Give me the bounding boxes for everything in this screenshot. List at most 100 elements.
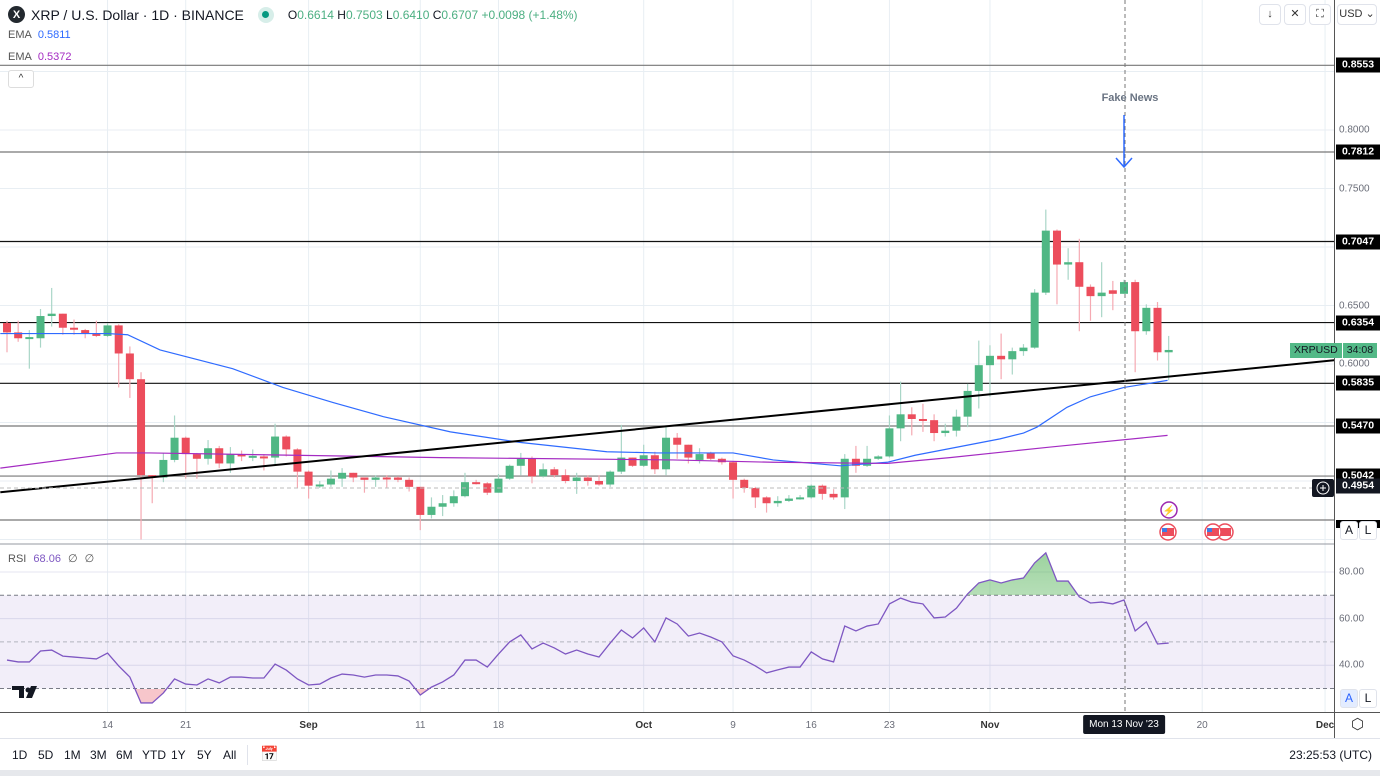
divider <box>247 745 248 765</box>
price-level-badge[interactable]: 0.5835 <box>1336 375 1380 391</box>
rsi-overbought-fill <box>966 552 1078 595</box>
candle-body <box>338 472 347 479</box>
candle-body <box>427 506 436 515</box>
candle-body <box>550 469 559 476</box>
bottom-strip <box>0 770 1380 776</box>
lightning-event-icon[interactable]: ⚡ <box>1160 501 1178 519</box>
time-axis[interactable]: 14 21 Sep 11 18 Oct 9 16 23 Nov 20 Dec Mon 13 Nov '2… <box>0 712 1334 738</box>
high-value: 0.7503 <box>345 7 383 22</box>
price-level-badge[interactable]: 0.7812 <box>1336 144 1380 160</box>
rsi-legend[interactable]: RSI 68.06 ∅ ∅ <box>8 552 94 565</box>
currency-dropdown[interactable]: USD ⌄ <box>1337 4 1377 25</box>
download-button[interactable]: ↓ <box>1259 4 1281 25</box>
candle-body <box>170 437 179 460</box>
time-tick-label: 16 <box>805 720 817 731</box>
candle <box>1164 335 1173 381</box>
candle-body <box>3 323 11 333</box>
arrow-down-icon[interactable] <box>1115 115 1133 169</box>
candle-body <box>762 497 771 504</box>
rsi-auto-scale-button[interactable]: A <box>1340 689 1358 708</box>
candle-body <box>36 316 45 339</box>
ema-slow-line[interactable] <box>0 434 1168 469</box>
price-level-badge[interactable]: 0.5470 <box>1336 418 1380 434</box>
auto-scale-button[interactable]: A <box>1340 521 1358 540</box>
market-status-icon[interactable] <box>257 6 274 23</box>
fake-news-annotation[interactable]: Fake News <box>1102 92 1159 104</box>
calendar-goto-icon[interactable]: 📅 <box>260 746 279 763</box>
range-button-1d[interactable]: 1D <box>12 748 28 762</box>
candle <box>796 495 805 500</box>
candle-body <box>1120 282 1128 294</box>
candle-body <box>1008 351 1017 360</box>
range-button-all[interactable]: All <box>223 748 237 762</box>
log-scale-button[interactable]: L <box>1359 521 1377 540</box>
candle <box>918 403 927 432</box>
range-button-1y[interactable]: 1Y <box>171 748 186 762</box>
xrp-logo-icon: X <box>8 6 25 23</box>
change-value: +0.0098 (+1.48%) <box>481 7 578 22</box>
rsi-extra: ∅ <box>68 553 78 565</box>
time-tick-label: Oct <box>635 720 653 731</box>
candle-body <box>1030 292 1039 348</box>
us-flag-event-icon[interactable] <box>1204 523 1222 541</box>
ema-legend-slow[interactable]: EMA 0.5372 <box>8 51 72 63</box>
clock[interactable]: 23:25:53 (UTC) <box>1289 748 1372 762</box>
candle-body <box>449 496 458 504</box>
fullscreen-button[interactable]: ⛶ <box>1309 4 1331 25</box>
price-tick-label: 0.7500 <box>1339 183 1370 194</box>
candle <box>505 464 514 480</box>
price-chart[interactable]: Fake News ⚡ <box>0 0 1334 712</box>
last-price-label: XRPUSD 34:08 <box>1290 342 1378 358</box>
candle-body <box>393 477 402 480</box>
time-tick-label: 11 <box>415 720 426 731</box>
candle <box>70 319 79 335</box>
candle-body <box>1108 290 1117 294</box>
settings-gear-icon[interactable]: ⬡ <box>1334 712 1380 738</box>
tradingview-logo[interactable] <box>12 686 37 698</box>
collapse-button[interactable]: ✕ <box>1284 4 1306 25</box>
candle <box>371 475 380 487</box>
price-tick-label: 0.6500 <box>1339 300 1370 311</box>
ema-label: EMA <box>8 51 32 63</box>
candle <box>472 479 481 485</box>
trendline[interactable] <box>0 359 1334 494</box>
candle <box>449 490 458 507</box>
candle-body <box>438 503 447 507</box>
candle-body <box>650 455 659 470</box>
candle <box>3 320 11 353</box>
candle <box>259 454 268 471</box>
price-level-badge[interactable]: 0.8553 <box>1336 57 1380 73</box>
price-level-badge[interactable]: 0.7047 <box>1336 234 1380 249</box>
time-tick-label: 18 <box>492 720 505 731</box>
candle-body <box>840 458 849 498</box>
range-button-1m[interactable]: 1M <box>64 748 81 762</box>
candle <box>1041 209 1050 295</box>
ema-fast-line[interactable] <box>0 332 1168 467</box>
candle-body <box>237 454 246 457</box>
candle <box>539 463 548 478</box>
candle <box>204 440 213 465</box>
symbol-legend: X XRP / U.S. Dollar · 1D · BINANCE O0.66… <box>8 6 578 23</box>
range-button-6m[interactable]: 6M <box>116 748 133 762</box>
rsi-line[interactable] <box>6 551 1169 704</box>
candle-body <box>930 420 939 434</box>
us-flag-event-icon[interactable] <box>1159 523 1177 541</box>
crosshair-add-icon[interactable] <box>1312 479 1334 497</box>
collapse-legend-button[interactable]: ^ <box>8 70 34 88</box>
symbol-title[interactable]: XRP / U.S. Dollar · 1D · BINANCE <box>31 6 244 23</box>
rsi-log-scale-button[interactable]: L <box>1359 689 1377 708</box>
candle-body <box>416 486 425 515</box>
candle <box>952 409 961 437</box>
candle <box>293 448 302 489</box>
candle-body <box>985 355 994 366</box>
range-button-5d[interactable]: 5D <box>38 748 54 762</box>
candle-body <box>740 479 749 489</box>
candle <box>896 381 905 442</box>
candle-body <box>941 430 950 434</box>
range-button-3m[interactable]: 3M <box>90 748 107 762</box>
range-button-ytd[interactable]: YTD <box>142 748 166 762</box>
range-button-5y[interactable]: 5Y <box>197 748 212 762</box>
candle <box>137 372 146 540</box>
ema-legend-fast[interactable]: EMA 0.5811 <box>8 29 71 41</box>
price-level-badge[interactable]: 0.6354 <box>1336 315 1380 331</box>
